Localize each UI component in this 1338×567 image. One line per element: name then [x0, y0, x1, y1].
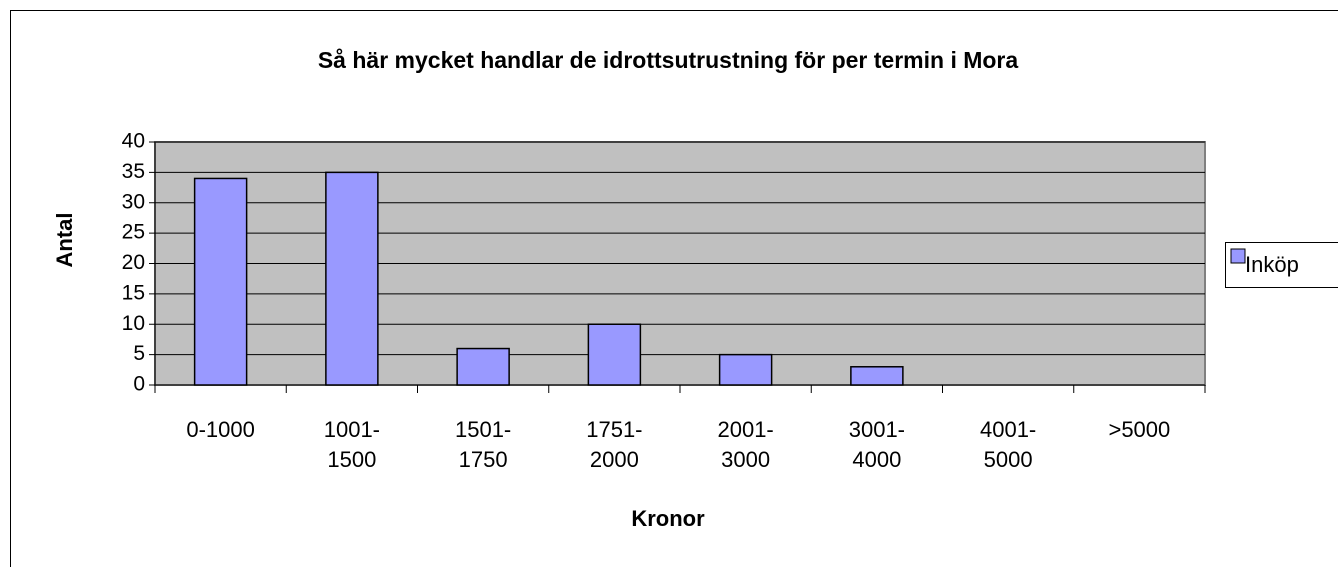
bar [587, 323, 642, 386]
y-tick-label: 10 [122, 312, 145, 335]
x-axis-label: Kronor [631, 506, 705, 531]
y-tick-label: 0 [133, 373, 145, 396]
legend-box [1225, 242, 1338, 288]
y-tick-label: 5 [133, 342, 145, 365]
x-tick-label: 4001- 5000 [979, 417, 1037, 472]
x-tick-label: 0-1000 [186, 417, 255, 442]
bar [850, 366, 904, 386]
legend-label: Inköp [1245, 252, 1299, 277]
y-tick-label: 35 [122, 160, 145, 183]
y-tick-label: 15 [122, 281, 145, 304]
bar [325, 171, 379, 386]
y-axis-label: Antal [52, 213, 77, 268]
bar [718, 353, 773, 386]
chart-title: Så här mycket handlar de idrottsutrustni… [318, 47, 1019, 73]
y-tick-label: 20 [122, 251, 145, 274]
x-tick-label: 2001- 3000 [717, 417, 774, 472]
bar [456, 347, 510, 386]
y-tick-label: 25 [122, 221, 145, 244]
x-tick-label: 1751- 2000 [586, 417, 643, 472]
bar [193, 177, 248, 386]
x-tick-label: 3001- 4000 [848, 417, 906, 472]
x-tick-label: >5000 [1108, 417, 1171, 442]
x-tick-label: 1501- 1750 [454, 417, 512, 472]
y-tick-label: 30 [122, 190, 145, 213]
legend-swatch [1230, 248, 1246, 264]
y-tick-label: 40 [122, 130, 145, 153]
x-tick-label: 1001- 1500 [323, 417, 381, 472]
